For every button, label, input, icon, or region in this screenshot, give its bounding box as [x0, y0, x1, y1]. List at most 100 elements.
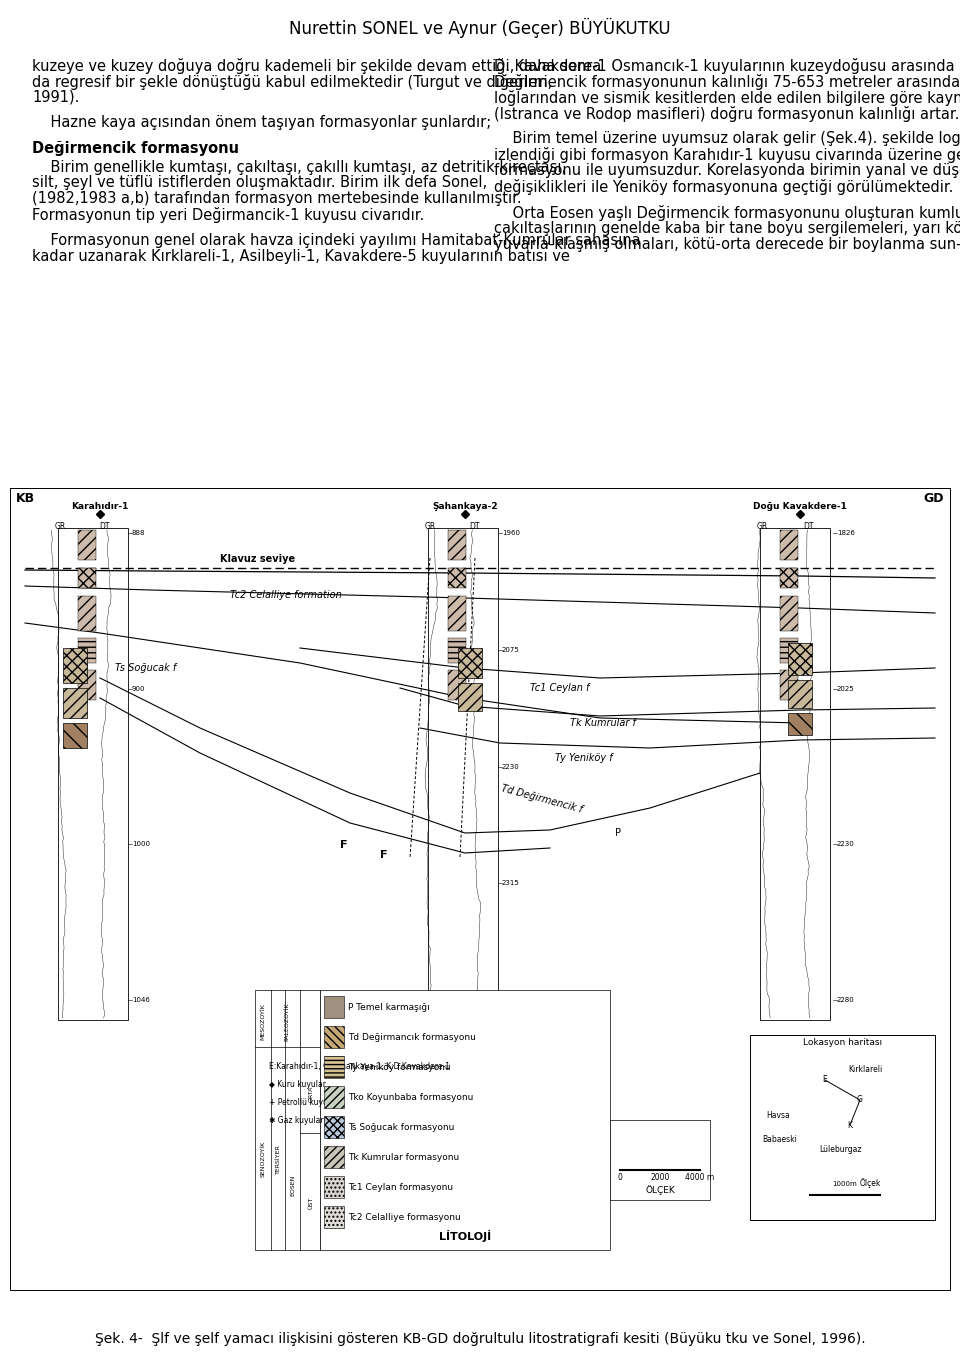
Text: Babaeski: Babaeski	[762, 1136, 798, 1144]
Text: Birim temel üzerine uyumsuz olarak gelir (Şek.4). şekilde log korelasyonunda: Birim temel üzerine uyumsuz olarak gelir…	[494, 132, 960, 147]
Text: 2025: 2025	[837, 685, 854, 692]
Text: Formasyonun genel olarak havza içindeki yayılımı Hamitabat-Kumrular sahasına: Formasyonun genel olarak havza içindeki …	[32, 233, 640, 248]
Bar	[78, 638, 95, 663]
Text: ÖLÇEK: ÖLÇEK	[645, 1185, 675, 1195]
Text: çakıltaşlarının genelde kaba bir tane boyu sergilemeleri, yarı köşeli, yarı: çakıltaşlarının genelde kaba bir tane bo…	[494, 221, 960, 236]
Text: yuvarla-klaşmış olmaları, kötü-orta derecede bir boylanma sun-: yuvarla-klaşmış olmaları, kötü-orta dere…	[494, 237, 960, 252]
Bar	[788, 680, 812, 708]
Bar	[447, 530, 466, 560]
Bar	[458, 648, 482, 678]
Text: kuzeye ve kuzey doğuya doğru kademeli bir şekilde devam ettiği, daha sonra: kuzeye ve kuzey doğuya doğru kademeli bi…	[32, 58, 601, 74]
Text: formasyonu ile uyumsuzdur. Korelasyonda birimin yanal ve düşey litofasiyes: formasyonu ile uyumsuzdur. Korelasyonda …	[494, 163, 960, 178]
Text: DT: DT	[100, 522, 110, 532]
Text: E:Karahıdır-1, G:Şahankaya-1, K:D.Kavakdere-1: E:Karahıdır-1, G:Şahankaya-1, K:D.Kavakd…	[269, 1062, 450, 1071]
Text: Ty Yeniköy f: Ty Yeniköy f	[555, 754, 612, 763]
Text: ORTA: ORTA	[308, 1086, 314, 1103]
Text: 1826: 1826	[837, 530, 854, 536]
Bar	[63, 723, 87, 748]
Text: Klavuz seviye: Klavuz seviye	[220, 553, 295, 564]
Bar	[324, 1085, 344, 1108]
Bar	[780, 530, 798, 560]
Text: 888: 888	[132, 530, 146, 536]
Text: 1046: 1046	[132, 997, 150, 1003]
Text: Birim genellikle kumtaşı, çakıltaşı, çakıllı kumtaşı, az detritik kireçtaşı,: Birim genellikle kumtaşı, çakıltaşı, çak…	[32, 159, 566, 174]
Bar	[428, 527, 498, 1021]
Text: Lüleburgaz: Lüleburgaz	[819, 1145, 861, 1155]
Text: Kırklareli: Kırklareli	[848, 1066, 882, 1074]
Text: F: F	[380, 849, 388, 860]
Bar	[324, 1206, 344, 1228]
Text: ◆ Kuru kuyular: ◆ Kuru kuyular	[269, 1080, 326, 1089]
Text: 2000: 2000	[650, 1173, 670, 1182]
Text: Şek. 4-  Şlf ve şelf yamacı ilişkisini gösteren KB-GD doğrultulu litostratigrafi: Şek. 4- Şlf ve şelf yamacı ilişkisini gö…	[95, 1332, 865, 1345]
Text: Doğu Kavakdere-1: Doğu Kavakdere-1	[753, 501, 847, 511]
Text: Td Değirmencik f: Td Değirmencik f	[500, 784, 584, 814]
Bar	[324, 1145, 344, 1169]
Bar	[447, 569, 466, 588]
Text: TERSİYER: TERSİYER	[276, 1144, 280, 1174]
Bar	[447, 596, 466, 632]
Bar	[78, 569, 95, 588]
Text: kadar uzanarak Kırklareli-1, Asilbeyli-1, Kavakdere-5 kuyularının batısı ve: kadar uzanarak Kırklareli-1, Asilbeyli-1…	[32, 249, 570, 264]
Text: loğlarından ve sismik kesitlerden elde edilen bilgilere göre kaynak alanına: loğlarından ve sismik kesitlerden elde e…	[494, 90, 960, 105]
Bar	[750, 1034, 935, 1221]
Text: Değirmencik formasyonunun kalınlığı 75-653 metreler arasında değişir. Kuyu: Değirmencik formasyonunun kalınlığı 75-6…	[494, 74, 960, 90]
Text: 4000 m: 4000 m	[685, 1173, 714, 1182]
Bar	[78, 596, 95, 632]
Text: Tc1 Ceylan formasyonu: Tc1 Ceylan formasyonu	[348, 1184, 453, 1192]
Text: KB: KB	[16, 492, 36, 506]
Text: GR: GR	[424, 522, 436, 532]
Text: Karahıdır-1: Karahıdır-1	[71, 501, 129, 511]
Text: (Istranca ve Rodop masifleri) doğru formasyonun kalınlığı artar.: (Istranca ve Rodop masifleri) doğru form…	[494, 105, 959, 122]
Text: 2500: 2500	[502, 997, 519, 1003]
Text: F: F	[340, 840, 348, 849]
Text: 2075: 2075	[502, 647, 519, 652]
Text: Şahankaya-2: Şahankaya-2	[432, 501, 498, 511]
Text: Nurettin SONEL ve Aynur (Geçer) BÜYÜKUTKU: Nurettin SONEL ve Aynur (Geçer) BÜYÜKUTK…	[289, 18, 671, 38]
Text: GR: GR	[55, 522, 65, 532]
Bar	[780, 670, 798, 700]
Text: DT: DT	[469, 522, 480, 532]
Text: K: K	[848, 1121, 852, 1129]
Text: E: E	[823, 1075, 828, 1085]
Bar	[78, 670, 95, 700]
Text: Tc1 Ceylan f: Tc1 Ceylan f	[530, 684, 589, 693]
Text: Tc2 Celalliye formasyonu: Tc2 Celalliye formasyonu	[348, 1212, 461, 1222]
Text: EOSEN: EOSEN	[291, 1174, 296, 1196]
Text: Değirmencik formasyonu: Değirmencik formasyonu	[32, 141, 239, 156]
Text: ✱ Gaz kuyuları: ✱ Gaz kuyuları	[269, 1117, 325, 1125]
Bar	[458, 684, 482, 711]
Bar	[63, 688, 87, 718]
Text: LİTOLOJİ: LİTOLOJİ	[439, 1230, 492, 1243]
Bar	[324, 1055, 344, 1078]
Text: Orta Eosen yaşlı Değirmencik formasyonunu oluşturan kumlu çakıltaşı ve: Orta Eosen yaşlı Değirmencik formasyonun…	[494, 204, 960, 221]
Text: Tko Koyunbaba formasyonu: Tko Koyunbaba formasyonu	[348, 1093, 473, 1101]
Text: D. Kavakdere-1 Osmancık-1 kuyularının kuzeydоğusu arasında sınırlanır.: D. Kavakdere-1 Osmancık-1 kuyularının ku…	[494, 58, 960, 74]
Text: da regresif bir şekle dönüştüğü kabul edilmektedir (Turgut ve diğerleri,: da regresif bir şekle dönüştüğü kabul ed…	[32, 74, 552, 90]
Bar	[780, 596, 798, 632]
Text: Hazne kaya açısından önem taşıyan formasyonlar şunlardır;: Hazne kaya açısından önem taşıyan formas…	[32, 115, 492, 130]
Text: Ts Soğucak formasyonu: Ts Soğucak formasyonu	[348, 1123, 454, 1132]
Text: 900: 900	[132, 685, 146, 692]
Text: SENOZOYİK: SENOZOYİK	[260, 1141, 266, 1177]
Bar	[324, 1026, 344, 1048]
Text: Td Değirmancık formasyonu: Td Değirmancık formasyonu	[348, 1033, 476, 1043]
Text: 2230: 2230	[502, 763, 519, 770]
Text: 0: 0	[617, 1173, 622, 1182]
Text: izlendiği gibi formasyon Karahıdır-1 kuyusu civarında üzerine gelen Soğucak: izlendiği gibi formasyon Karahıdır-1 kuy…	[494, 147, 960, 163]
Text: G: G	[857, 1096, 863, 1104]
Text: silt, şeyl ve tüflü istiflerden oluşmaktadır. Birim ilk defa Sonel,: silt, şeyl ve tüflü istiflerden oluşmakt…	[32, 175, 487, 190]
Text: Havsa: Havsa	[766, 1111, 790, 1119]
Bar	[320, 991, 610, 1249]
Text: (1982,1983 a,b) tarafından formasyon mertebesinde kullanılmıştır.: (1982,1983 a,b) tarafından formasyon mer…	[32, 192, 521, 207]
Bar	[780, 569, 798, 588]
Bar	[58, 527, 128, 1021]
Bar	[324, 1115, 344, 1138]
Bar	[324, 1175, 344, 1197]
Bar	[324, 996, 344, 1018]
Text: + Petrollü kuyular: + Petrollü kuyular	[269, 1097, 338, 1107]
Bar	[255, 991, 320, 1249]
Bar	[760, 527, 830, 1021]
Text: Lokasyon haritası: Lokasyon haritası	[803, 1038, 882, 1047]
Text: PALEOZOYİK: PALEOZOYİK	[284, 1001, 290, 1040]
